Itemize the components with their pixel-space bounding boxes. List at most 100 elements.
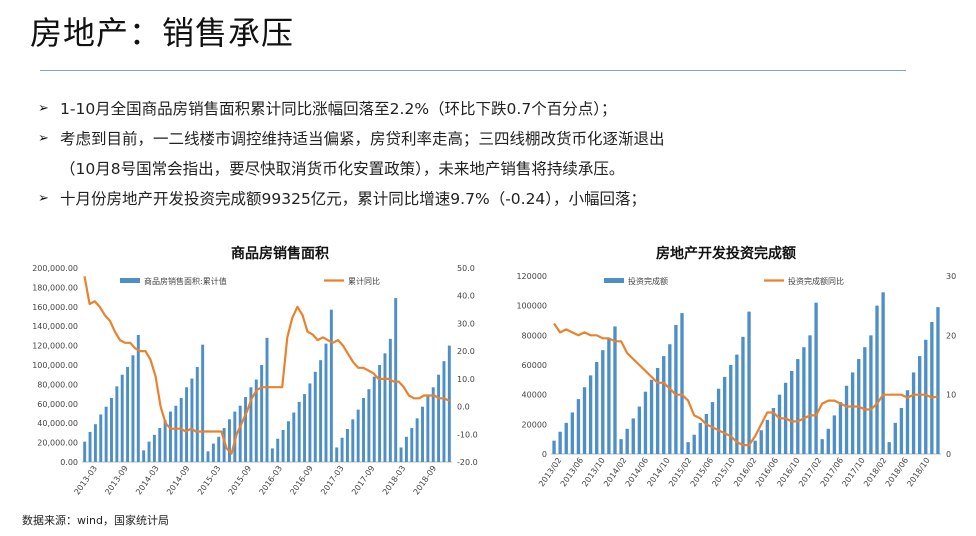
investment-chart: 房地产开发投资完成额 0 20000 40000 60000 80000 100000 120… — [496, 240, 966, 512]
bar — [270, 448, 274, 462]
investment-chart-svg: 房地产开发投资完成额 0 20000 40000 60000 80000 100000 120… — [516, 245, 956, 488]
bar — [759, 430, 763, 454]
bar — [431, 387, 435, 462]
bar — [394, 298, 398, 462]
slide-title: 房地产：销售承压 — [30, 14, 295, 52]
bullet-list: ➢ 1-10月全国商品房销售面积累计同比涨幅回落至2.2%（环比下跌0.7个百分… — [38, 94, 958, 214]
y-left-tick-label: 80000 — [522, 331, 547, 340]
bullet-text: 考虑到目前，一二线楼市调控维持适当偏紧，房贷利率走高；三四线棚改货币化逐渐退出 — [60, 130, 665, 148]
bar — [924, 339, 928, 454]
y-right-tick-label: 50.0 — [457, 264, 475, 273]
legend-label: 投资完成额同比 — [788, 276, 844, 286]
bar — [217, 436, 221, 462]
bar — [722, 376, 727, 454]
bar — [404, 436, 408, 462]
bar — [771, 408, 776, 454]
x-tick-label: 2018-09 — [412, 464, 439, 497]
bar — [340, 437, 344, 462]
bar — [136, 334, 140, 462]
bar — [844, 385, 849, 454]
bar — [158, 428, 162, 462]
bar — [936, 307, 940, 454]
x-tick-label: 2018-03 — [381, 464, 408, 497]
bar — [201, 344, 205, 462]
y-left-tick-label: 120,000.00 — [32, 342, 78, 351]
bar — [668, 344, 672, 454]
legend-label: 商品房销售面积:累计值 — [144, 276, 227, 286]
bullet-text: 十月份房地产开发投资完成额99325亿元，累计同比增速9.7%（-0.24），小… — [60, 190, 647, 208]
bullet-item: （10月8号国常会指出，要尽快取消货币化安置政策），未来地产销售将持续承压。 — [38, 154, 958, 184]
bar — [686, 442, 690, 454]
x-tick-label: 2013-09 — [103, 464, 130, 497]
bar — [174, 405, 178, 462]
bar — [777, 394, 782, 454]
bar — [869, 335, 873, 454]
bar — [308, 383, 312, 462]
bar — [362, 397, 365, 462]
bar — [826, 428, 830, 454]
bar — [104, 406, 108, 462]
bar — [345, 429, 349, 462]
bar — [120, 374, 124, 462]
bar — [613, 326, 617, 454]
y-right-tick-label: 40.0 — [457, 292, 475, 301]
bar — [131, 355, 135, 462]
bar — [863, 347, 867, 454]
bar — [83, 441, 87, 462]
bullet-item: ➢ 考虑到目前，一二线楼市调控维持适当偏紧，房贷利率走高；三四线棚改货币化逐渐退… — [38, 124, 958, 154]
bar — [747, 311, 751, 454]
bar — [238, 405, 242, 462]
bar — [313, 371, 317, 462]
bullet-arrow-icon: ➢ — [38, 191, 49, 206]
bar — [893, 422, 897, 454]
bar — [260, 365, 264, 462]
bar — [211, 443, 215, 462]
legend-label: 投资完成额 — [628, 276, 668, 286]
y-right-tick-label: 20 — [946, 331, 956, 340]
y-left-tick-label: 160,000.00 — [32, 303, 78, 312]
bar — [716, 388, 721, 454]
bar — [911, 372, 916, 454]
series-line — [83, 276, 451, 455]
legend-label: 累计同比 — [348, 276, 380, 286]
bar — [421, 406, 424, 462]
bar — [662, 356, 666, 454]
bar — [249, 387, 253, 462]
bar — [227, 419, 231, 462]
x-tick-label: 2015-09 — [227, 464, 254, 497]
bar — [206, 451, 210, 462]
bar — [753, 440, 757, 454]
bar — [680, 313, 684, 454]
sales-area-chart-svg: 商品房销售面积 0.00 20,000.00 40,000.00 60,000.00 80… — [32, 245, 478, 497]
bar — [765, 419, 770, 454]
bar — [399, 447, 403, 462]
bar — [875, 305, 879, 454]
bar — [588, 375, 593, 454]
sales-area-chart: 商品房销售面积 0.00 20,000.00 40,000.00 60,000.00 80… — [22, 240, 482, 512]
bar — [643, 391, 648, 454]
bullet-arrow-icon: ➢ — [38, 131, 49, 146]
y-left-tick-label: 20000 — [522, 420, 547, 429]
bar — [303, 394, 307, 462]
bar — [899, 408, 904, 454]
chart-title: 房地产开发投资完成额 — [656, 245, 796, 262]
bar — [244, 397, 248, 462]
y-left-tick-label: 40000 — [522, 391, 547, 400]
bar — [410, 428, 414, 462]
bar — [741, 336, 745, 454]
bullet-text: （10月8号国常会指出，要尽快取消货币化安置政策），未来地产销售将持续承压。 — [60, 160, 625, 178]
bar — [832, 415, 837, 454]
bar — [372, 376, 376, 462]
bar — [254, 379, 258, 462]
y-left-tick-label: 40,000.00 — [37, 419, 78, 428]
bar — [674, 324, 678, 454]
bar — [110, 397, 113, 462]
bar — [802, 347, 806, 454]
y-left-tick-label: 180,000.00 — [32, 283, 78, 292]
bar — [887, 442, 891, 454]
bar — [808, 335, 812, 454]
legend-bar-swatch — [120, 278, 140, 283]
bar — [292, 412, 296, 462]
bar — [905, 390, 910, 454]
bar — [649, 379, 654, 454]
